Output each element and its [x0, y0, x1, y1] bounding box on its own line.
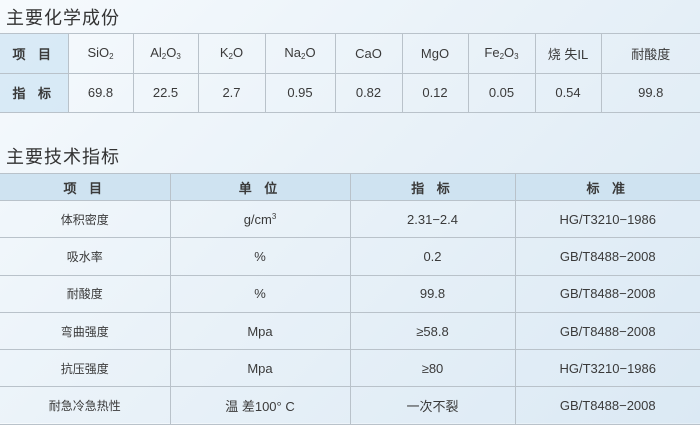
- spec-item: 吸水率: [0, 237, 171, 276]
- specs-row: 吸水率% 0.2 GB/T8488−2008: [0, 237, 700, 276]
- row-label: 项 目: [0, 33, 69, 74]
- item-sub: 2: [499, 52, 505, 62]
- unit-text: %: [254, 248, 266, 264]
- item-base: 烧 失IL: [547, 46, 589, 62]
- spec-value: ≥58.8: [349, 311, 516, 351]
- spec-unit: 温 差100° C: [169, 386, 351, 425]
- specs-table: 项 目 单 位 指 标 标 准 体积密度 g/cm3 2.31−2.4 HG/T321…: [0, 173, 700, 425]
- composition-value: 69.8: [67, 72, 134, 113]
- item-sub2: 3: [514, 52, 519, 62]
- spec-standard: GB/T8488−2008: [514, 311, 700, 351]
- composition-value: 0.82: [334, 72, 403, 113]
- composition-item: MgO: [401, 33, 469, 74]
- spec-value: 2.31−2.4: [349, 199, 516, 239]
- spec-item: 弯曲强度: [0, 311, 171, 351]
- composition-item: 耐酸度: [600, 33, 700, 74]
- spec-standard: GB/T8488−2008: [514, 237, 700, 276]
- header-standard: 标 准: [514, 173, 700, 201]
- item-after: O: [233, 45, 244, 61]
- unit-text: Mpa: [247, 323, 273, 339]
- composition-value: 2.7: [197, 72, 266, 113]
- spec-value: ≥80: [349, 349, 516, 388]
- unit-text: Mpa: [247, 360, 273, 376]
- composition-item: Fe2O3: [467, 33, 536, 74]
- item-base: MgO: [420, 45, 450, 61]
- unit-text: g/cm: [243, 211, 272, 227]
- spec-value: 一次不裂: [349, 386, 516, 425]
- composition-item: CaO: [334, 33, 403, 74]
- unit-text: 温 差100° C: [225, 399, 295, 415]
- item-after: O: [166, 45, 177, 61]
- composition-value: 22.5: [132, 72, 199, 113]
- header-unit: 单 位: [169, 173, 351, 201]
- item-after: O: [305, 45, 316, 61]
- spec-unit: Mpa: [169, 311, 351, 351]
- item-base: K: [219, 45, 229, 61]
- composition-table: 项 目 SiO2 Al2O3 K2O Na2O CaO MgO Fe2O3 烧 失IL 耐酸度 指…: [0, 33, 700, 113]
- item-after: O: [504, 45, 515, 61]
- composition-item: SiO2: [67, 33, 134, 74]
- spec-unit: Mpa: [169, 349, 351, 388]
- composition-value: 0.12: [401, 72, 469, 113]
- spec-value: 99.8: [349, 274, 516, 313]
- item-base: Fe: [484, 45, 500, 61]
- item-sub: 2: [161, 52, 167, 62]
- item-base: Na: [284, 45, 302, 61]
- spec-unit: %: [169, 274, 351, 313]
- row-label: 指 标: [0, 72, 69, 113]
- composition-value: 0.95: [264, 72, 336, 113]
- item-sub: 2: [301, 52, 306, 62]
- spec-item: 耐急冷急热性: [0, 386, 171, 425]
- spec-standard: HG/T3210−1986: [514, 349, 700, 388]
- spec-item: 体积密度: [0, 199, 171, 239]
- composition-item: Na2O: [264, 33, 336, 74]
- item-base: SiO: [87, 45, 110, 61]
- item-sub: 2: [109, 52, 114, 62]
- unit-text: %: [254, 286, 266, 302]
- composition-item: Al2O3: [132, 33, 199, 74]
- specs-header-row: 项 目 单 位 指 标 标 准: [0, 173, 700, 201]
- spec-item: 耐酸度: [0, 274, 171, 313]
- composition-header-row: 项 目 SiO2 Al2O3 K2O Na2O CaO MgO Fe2O3 烧 失IL 耐酸度: [0, 33, 700, 74]
- spec-unit: g/cm3: [169, 199, 351, 239]
- spec-item: 抗压强度: [0, 349, 171, 388]
- spec-value: 0.2: [349, 237, 516, 276]
- item-base: CaO: [355, 45, 382, 61]
- specs-row: 耐急冷急热性 温 差100° C 一次不裂 GB/T8488−2008: [0, 386, 700, 425]
- composition-value: 0.05: [467, 72, 536, 113]
- unit-sup: 3: [271, 211, 277, 221]
- item-sub2: 3: [176, 52, 181, 62]
- specs-row: 弯曲强度 Mpa ≥58.8 GB/T8488−2008: [0, 311, 700, 351]
- composition-title: 主要化学成份: [6, 8, 120, 29]
- spec-standard: GB/T8488−2008: [514, 274, 700, 313]
- spec-standard: GB/T8488−2008: [514, 386, 700, 425]
- header-value: 指 标: [349, 173, 516, 201]
- specs-row: 体积密度 g/cm3 2.31−2.4 HG/T3210−1986: [0, 199, 700, 239]
- composition-value-row: 指 标 69.8 22.5 2.7 0.95 0.82 0.12 0.05 0.54 99.8: [0, 72, 700, 113]
- specs-title: 主要技术指标: [6, 147, 120, 168]
- composition-item: K2O: [197, 33, 266, 74]
- item-sub: 2: [228, 52, 233, 62]
- item-base: Al: [150, 45, 162, 61]
- spec-standard: HG/T3210−1986: [514, 199, 700, 239]
- header-item: 项 目: [0, 173, 171, 201]
- item-base: 耐酸度: [631, 46, 671, 62]
- composition-value: 99.8: [600, 72, 700, 113]
- specs-row: 抗压强度 Mpa ≥80 HG/T3210−1986: [0, 349, 700, 388]
- spec-unit: %: [169, 237, 351, 276]
- specs-row: 耐酸度% 99.8 GB/T8488−2008: [0, 274, 700, 313]
- composition-value: 0.54: [534, 72, 602, 113]
- composition-item: 烧 失IL: [534, 33, 602, 74]
